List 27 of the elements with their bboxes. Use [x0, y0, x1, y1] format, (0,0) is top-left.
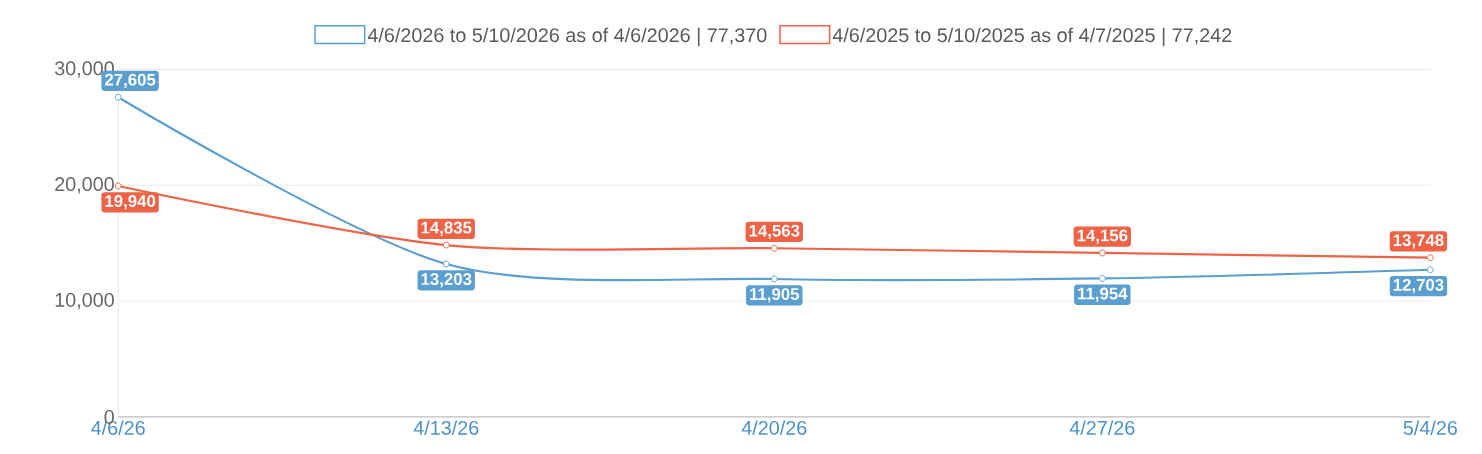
- x-tick-label: 4/13/26: [413, 420, 479, 436]
- point: [770, 244, 778, 252]
- x-tick-label: 5/4/26: [1403, 420, 1457, 436]
- x-tick-label: 4/20/26: [741, 420, 807, 436]
- data-label: 12,703: [1393, 279, 1444, 294]
- y-tick-label: 20,000: [55, 177, 114, 194]
- data-label: 13,748: [1393, 234, 1444, 249]
- data-label: 11,954: [1078, 287, 1128, 303]
- point: [114, 93, 122, 101]
- point: [114, 182, 122, 190]
- point: [442, 241, 450, 249]
- data-label: 13,203: [421, 273, 472, 288]
- x-tick-label: 4/27/26: [1069, 420, 1135, 436]
- legend-label: 4/6/2026 to 5/10/2026 as of 4/6/2026 | 77,370: [367, 27, 767, 47]
- data-label: 19,940: [105, 195, 156, 210]
- y-tick-label: 10,000: [55, 293, 114, 310]
- legend-label: 4/6/2025 to 5/10/2025 as of 4/7/2025 | 77,242: [832, 27, 1232, 47]
- point: [442, 260, 450, 268]
- data-label: 14,563: [749, 224, 800, 240]
- data-label: 11,905: [750, 288, 800, 303]
- data-label: 14,835: [421, 221, 472, 237]
- point: [1426, 266, 1434, 274]
- point: [1098, 275, 1106, 283]
- data-label: 14,156: [1077, 229, 1128, 245]
- point: [1426, 254, 1434, 262]
- point: [1098, 249, 1106, 257]
- point: [770, 275, 778, 283]
